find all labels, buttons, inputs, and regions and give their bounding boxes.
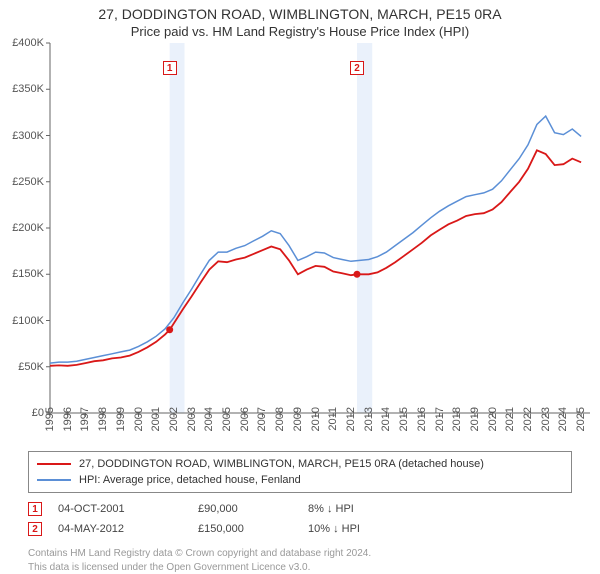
- x-tick-label: 2004: [203, 407, 215, 431]
- sale-price: £150,000: [198, 523, 308, 535]
- legend-row: 27, DODDINGTON ROAD, WIMBLINGTON, MARCH,…: [37, 456, 563, 472]
- sale-point: [354, 271, 361, 278]
- x-tick-label: 2019: [469, 407, 481, 431]
- x-tick-label: 2002: [168, 407, 180, 431]
- x-tick-label: 2024: [557, 407, 569, 431]
- y-tick-label: £200K: [0, 222, 44, 234]
- x-tick-label: 1999: [115, 407, 127, 431]
- x-tick-label: 2015: [398, 407, 410, 431]
- y-tick-label: £50K: [0, 361, 44, 373]
- y-tick-label: £250K: [0, 176, 44, 188]
- x-tick-label: 2010: [310, 407, 322, 431]
- y-tick-label: £100K: [0, 315, 44, 327]
- y-tick-label: £150K: [0, 268, 44, 280]
- legend-row: HPI: Average price, detached house, Fenl…: [37, 472, 563, 488]
- sale-band: [170, 43, 185, 413]
- footer: Contains HM Land Registry data © Crown c…: [28, 547, 572, 574]
- x-tick-label: 2006: [239, 407, 251, 431]
- x-tick-label: 2005: [221, 407, 233, 431]
- legend-label: 27, DODDINGTON ROAD, WIMBLINGTON, MARCH,…: [79, 458, 484, 470]
- x-tick-label: 2001: [150, 407, 162, 431]
- sales-table: 1 04-OCT-2001£90,0008% ↓ HPI 2 04-MAY-2012£…: [28, 499, 572, 539]
- x-tick-label: 2021: [504, 407, 516, 431]
- sale-band: [357, 43, 372, 413]
- x-tick-label: 2016: [416, 407, 428, 431]
- x-tick-label: 2022: [522, 407, 534, 431]
- x-tick-label: 2018: [451, 407, 463, 431]
- x-tick-label: 2025: [575, 407, 587, 431]
- sales-row: 2 04-MAY-2012£150,00010% ↓ HPI: [28, 519, 572, 539]
- y-tick-label: £300K: [0, 130, 44, 142]
- x-tick-label: 2012: [345, 407, 357, 431]
- x-tick-label: 1997: [79, 407, 91, 431]
- sale-date: 04-MAY-2012: [58, 523, 198, 535]
- legend: 27, DODDINGTON ROAD, WIMBLINGTON, MARCH,…: [28, 451, 572, 493]
- x-tick-label: 2011: [327, 407, 339, 431]
- x-tick-label: 2000: [133, 407, 145, 431]
- sale-marker: 2: [28, 522, 42, 536]
- x-tick-label: 2009: [292, 407, 304, 431]
- x-tick-label: 1996: [62, 407, 74, 431]
- sale-marker: 1: [28, 502, 42, 516]
- sale-date: 04-OCT-2001: [58, 503, 198, 515]
- sale-marker: 2: [350, 61, 364, 75]
- x-tick-label: 2023: [540, 407, 552, 431]
- legend-swatch: [37, 479, 71, 481]
- footer-line1: Contains HM Land Registry data © Crown c…: [28, 547, 572, 561]
- sales-row: 1 04-OCT-2001£90,0008% ↓ HPI: [28, 499, 572, 519]
- title-line1: 27, DODDINGTON ROAD, WIMBLINGTON, MARCH,…: [0, 6, 600, 22]
- sale-point: [166, 326, 173, 333]
- chart-svg: [50, 43, 590, 413]
- sale-marker: 1: [163, 61, 177, 75]
- title-line2: Price paid vs. HM Land Registry's House …: [0, 24, 600, 39]
- x-tick-label: 2003: [186, 407, 198, 431]
- x-tick-label: 1998: [97, 407, 109, 431]
- price-chart: £0£50K£100K£150K£200K£250K£300K£350K£400…: [50, 43, 590, 413]
- legend-label: HPI: Average price, detached house, Fenl…: [79, 474, 301, 486]
- x-tick-label: 2008: [274, 407, 286, 431]
- x-tick-label: 2020: [487, 407, 499, 431]
- series-property: [50, 150, 581, 365]
- x-tick-label: 2017: [434, 407, 446, 431]
- y-tick-label: £350K: [0, 83, 44, 95]
- y-tick-label: £400K: [0, 37, 44, 49]
- sale-delta: 10% ↓ HPI: [308, 523, 428, 535]
- y-tick-label: £0: [0, 407, 44, 419]
- series-hpi: [50, 116, 581, 363]
- x-tick-label: 2007: [256, 407, 268, 431]
- x-tick-label: 2014: [380, 407, 392, 431]
- sale-price: £90,000: [198, 503, 308, 515]
- legend-swatch: [37, 463, 71, 465]
- sale-delta: 8% ↓ HPI: [308, 503, 428, 515]
- x-tick-label: 2013: [363, 407, 375, 431]
- x-tick-label: 1995: [44, 407, 56, 431]
- footer-line2: This data is licensed under the Open Gov…: [28, 561, 572, 574]
